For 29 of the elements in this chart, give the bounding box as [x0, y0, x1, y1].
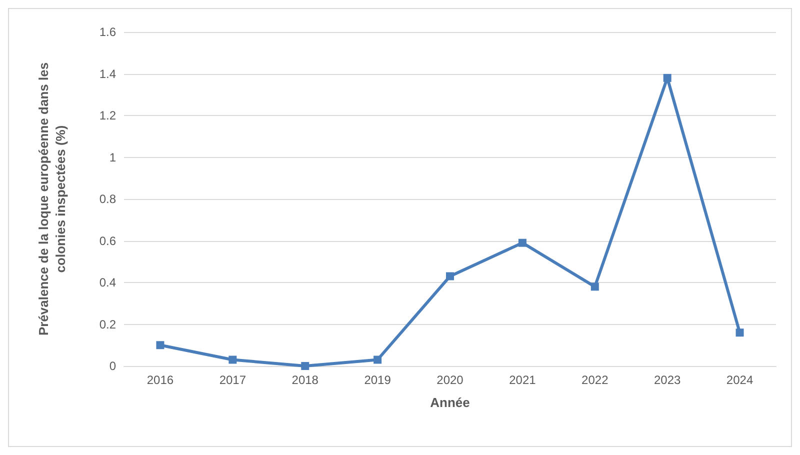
point [736, 328, 744, 337]
point [156, 341, 164, 350]
point [518, 238, 526, 247]
point [228, 356, 237, 364]
x-tick-label: 2019 [364, 373, 392, 387]
x-tick-label: 2023 [654, 373, 682, 387]
y-tick-label: 1.4 [99, 66, 116, 81]
x-tick-label: 2024 [726, 373, 754, 387]
x-tick-label: 2020 [436, 373, 464, 387]
point [663, 74, 672, 82]
y-tick-label: 0 [109, 359, 116, 373]
point [446, 272, 454, 280]
y-tick-label: 0.2 [99, 317, 116, 332]
x-tick-label: 2021 [509, 373, 536, 387]
y-tick-label: 0.4 [99, 276, 116, 290]
y-axis-title: Prévalence de la loque européenne dans les colonies inspectées (%) [36, 62, 68, 336]
y-tick-label: 1.6 [99, 25, 116, 39]
y-tick-label: 0.8 [99, 192, 116, 206]
x-tick-label: 2018 [292, 373, 319, 387]
x-axis-title: Année [430, 395, 470, 410]
point [374, 356, 382, 364]
x-tick-label: 2016 [146, 373, 174, 387]
x-tick-label: 2017 [219, 373, 246, 387]
point [590, 282, 599, 291]
y-tick-label: 1 [109, 150, 116, 164]
y-tick-label: 1.2 [99, 108, 116, 122]
x-tick-label: 2022 [582, 373, 609, 387]
point [301, 362, 310, 370]
y-tick-label: 0.6 [99, 234, 116, 248]
